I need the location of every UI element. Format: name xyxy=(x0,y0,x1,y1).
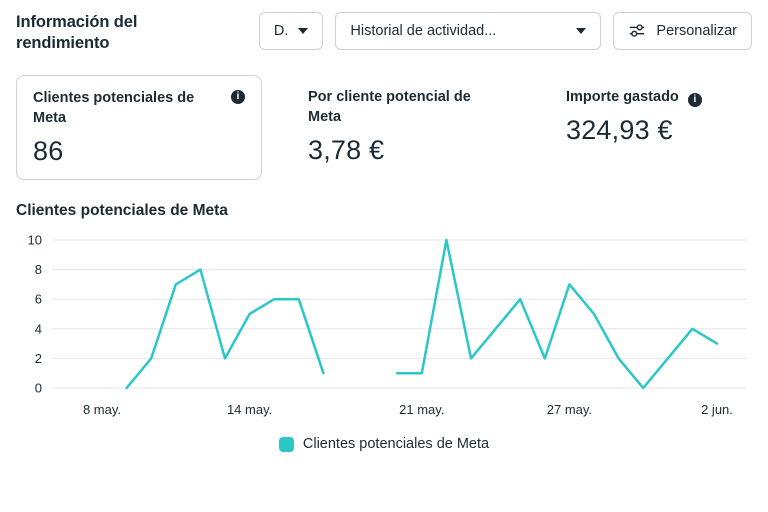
metric-label: Por cliente potencial de Meta xyxy=(308,88,471,126)
svg-text:0: 0 xyxy=(35,381,42,396)
chart-area: 0 2 4 6 8 10 8 may. 14 may. 21 may. 27 may. 2 jun. xyxy=(0,224,768,426)
svg-text:2 jun.: 2 jun. xyxy=(701,402,733,417)
customize-label: Personalizar xyxy=(656,23,737,39)
metric-value: 324,93 € xyxy=(566,115,673,146)
metric-label: Importe gastado xyxy=(566,88,679,105)
date-range-dropdown[interactable]: D. xyxy=(258,12,324,50)
leads-line-chart[interactable]: 0 2 4 6 8 10 8 may. 14 may. 21 may. 27 may. 2 jun. xyxy=(12,230,756,426)
metric-label-wrap: Importe gastado xyxy=(566,87,702,107)
metric-label-wrap: Clientes potenciales de Meta xyxy=(33,88,245,129)
metric-card-meta-leads[interactable]: Clientes potenciales de Meta 86 xyxy=(16,74,262,181)
metric-label-wrap: Por cliente potencial de Meta xyxy=(308,87,504,128)
info-icon[interactable] xyxy=(687,92,702,107)
legend-label: Clientes potenciales de Meta xyxy=(302,436,490,453)
svg-text:27 may.: 27 may. xyxy=(547,402,592,417)
info-icon[interactable] xyxy=(231,89,245,104)
chart-legend[interactable]: Clientes potenciales de Meta xyxy=(0,436,768,452)
chart-title: Clientes potenciales de Meta xyxy=(16,202,228,220)
header: Información del rendimiento D. Historial… xyxy=(0,0,768,55)
metric-cards: Clientes potenciales de Meta 86 Por clie… xyxy=(0,74,768,181)
legend-swatch xyxy=(278,436,294,452)
chevron-down-icon xyxy=(576,28,587,34)
svg-text:10: 10 xyxy=(28,233,42,248)
metric-label: Clientes potenciales de Meta xyxy=(33,89,195,127)
page-title: Información del rendimiento xyxy=(16,13,138,53)
metric-value: 3,78 € xyxy=(308,135,385,166)
header-controls: D. Historial de actividad... Personaliza… xyxy=(258,12,752,50)
sliders-icon xyxy=(630,24,645,37)
metric-value: 86 xyxy=(33,136,64,167)
svg-text:6: 6 xyxy=(35,292,42,307)
svg-text:2: 2 xyxy=(35,351,42,366)
customize-button[interactable]: Personalizar xyxy=(613,12,752,50)
svg-text:4: 4 xyxy=(35,322,42,337)
svg-text:21 may.: 21 may. xyxy=(399,402,444,417)
metric-card-amount-spent[interactable]: Importe gastado 324,93 € xyxy=(550,75,718,158)
chevron-down-icon xyxy=(298,28,309,34)
svg-text:8 may.: 8 may. xyxy=(83,402,121,417)
metric-card-cost-per-lead[interactable]: Por cliente potencial de Meta 3,78 € xyxy=(292,75,520,179)
date-range-label: D. xyxy=(273,23,289,39)
activity-history-dropdown[interactable]: Historial de actividad... xyxy=(335,12,602,50)
svg-text:8: 8 xyxy=(35,263,42,278)
activity-history-label: Historial de actividad... xyxy=(350,23,497,39)
svg-text:14 may.: 14 may. xyxy=(227,402,272,417)
